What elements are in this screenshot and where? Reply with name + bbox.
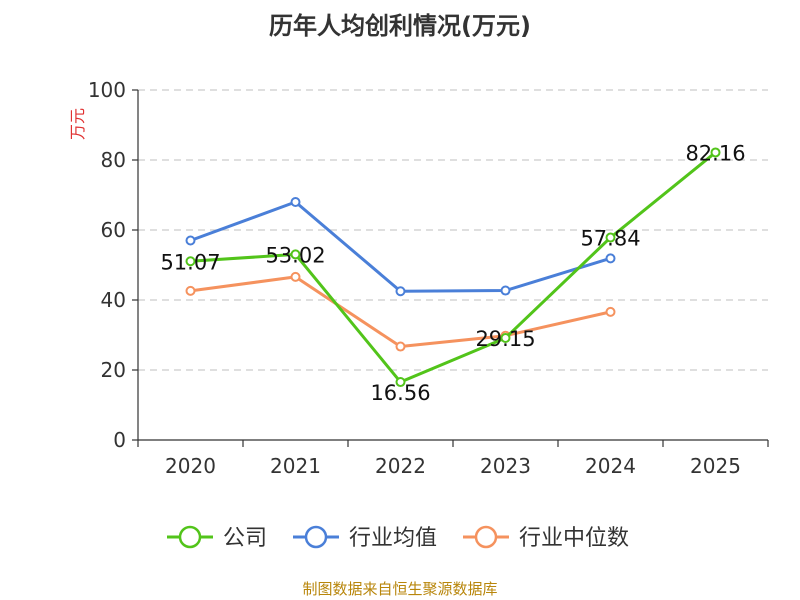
x-tick-label: 2025	[690, 454, 741, 478]
y-tick-label: 60	[101, 218, 126, 242]
legend-swatch-marker	[306, 527, 326, 547]
legend-swatch-marker	[476, 527, 496, 547]
legend-label: 行业均值	[349, 526, 437, 551]
data-label: 51.07	[160, 250, 220, 274]
y-tick-label: 80	[101, 148, 126, 172]
series-point-1	[397, 287, 405, 295]
data-label: 53.02	[265, 243, 325, 267]
x-tick-label: 2024	[585, 454, 636, 478]
line-chart: 0 20 40 60 80 100 2020 2021 2022 2023 2024 2025 万元 51…	[0, 0, 800, 600]
series-line-1	[191, 202, 611, 291]
y-tick-label: 20	[101, 358, 126, 382]
x-tick-label: 2023	[480, 454, 531, 478]
x-tick-label: 2020	[165, 454, 216, 478]
series-point-2	[607, 308, 615, 316]
legend-label: 公司	[223, 526, 267, 551]
series-point-2	[292, 273, 300, 281]
y-tick-label: 100	[88, 78, 126, 102]
data-label: 16.56	[370, 381, 430, 405]
y-tick-label: 0	[113, 428, 126, 452]
series-point-2	[397, 343, 405, 351]
series-point-1	[187, 237, 195, 245]
x-tick-label: 2022	[375, 454, 426, 478]
data-label: 82.16	[685, 141, 745, 165]
x-tick-label: 2021	[270, 454, 321, 478]
series-point-1	[292, 198, 300, 206]
series-point-1	[502, 287, 510, 295]
legend-swatch-marker	[180, 527, 200, 547]
data-label: 29.15	[475, 327, 535, 351]
series-point-2	[187, 287, 195, 295]
data-label: 57.84	[580, 227, 640, 251]
series-point-1	[607, 254, 615, 262]
y-axis-label: 万元	[68, 108, 87, 140]
y-tick-label: 40	[101, 288, 126, 312]
legend-label: 行业中位数	[519, 526, 629, 551]
source-note: 制图数据来自恒生聚源数据库	[0, 578, 800, 599]
